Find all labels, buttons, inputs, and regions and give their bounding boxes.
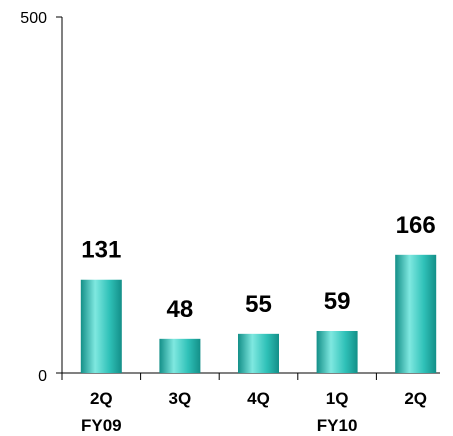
data-label-2: 48 [167, 296, 194, 323]
labels-layer: 131 2Q 48 3Q 55 4Q 59 1Q 166 2Q FY09 FY10 [61, 212, 436, 435]
bar-2 [159, 338, 201, 373]
group-label-fy09: FY09 [81, 416, 122, 435]
bars-layer [80, 254, 437, 373]
bar-3 [238, 333, 279, 373]
x-tick-label-1: 2Q [90, 389, 113, 408]
x-tick-label-3: 4Q [247, 389, 270, 408]
data-label-3: 55 [245, 291, 272, 318]
x-tick-label-2: 3Q [169, 389, 192, 408]
bar-1 [80, 279, 122, 373]
data-label-4: 59 [324, 288, 351, 315]
y-tick-label-max: 500 [20, 10, 47, 27]
y-tick-label-min: 0 [38, 368, 47, 385]
data-label-5: 166 [396, 212, 436, 239]
bar-5 [395, 254, 437, 373]
group-label-fy10: FY10 [317, 416, 358, 435]
data-label-1: 131 [81, 237, 121, 264]
x-tick-label-5: 2Q [404, 389, 427, 408]
x-tick-label-4: 1Q [326, 389, 349, 408]
bar-4 [316, 330, 358, 373]
